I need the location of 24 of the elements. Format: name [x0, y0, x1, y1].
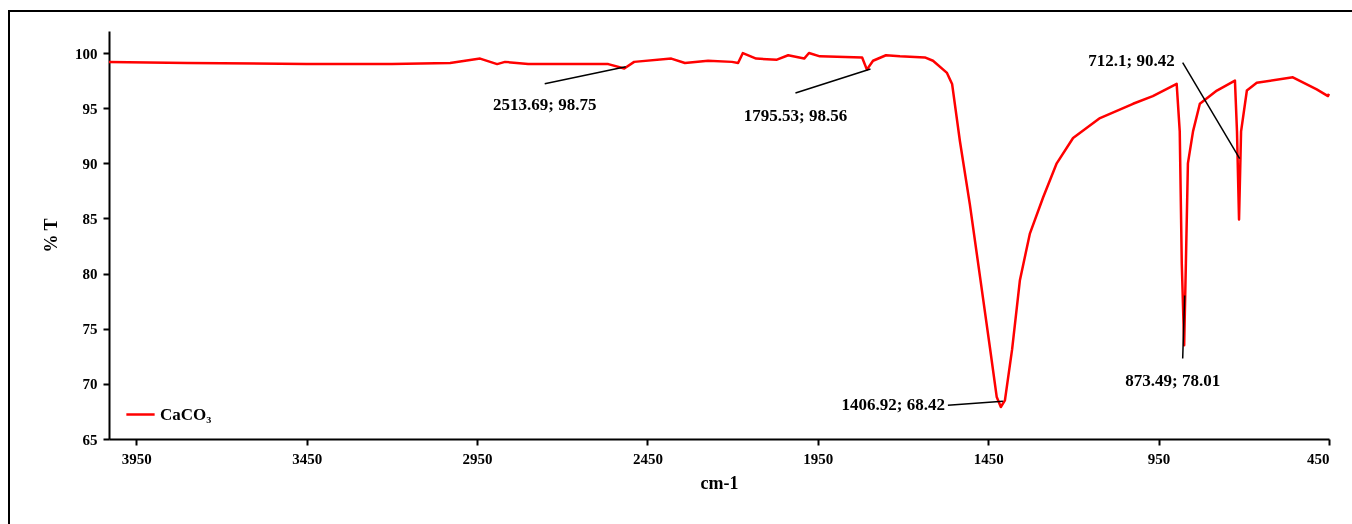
y-tick-label: 90 [82, 155, 98, 172]
x-tick-label: 450 [1307, 450, 1330, 467]
y-tick-label: 75 [82, 321, 98, 338]
x-tick-label: 1450 [973, 450, 1004, 467]
y-tick-label: 85 [82, 210, 98, 227]
annotation: 873.49; 78.01 [1125, 370, 1221, 390]
x-tick-label: 1950 [803, 450, 834, 467]
x-tick-label: 3450 [292, 450, 323, 467]
x-tick-label: 2950 [462, 450, 493, 467]
y-tick-label: 65 [82, 431, 98, 448]
x-axis-title: cm-1 [700, 472, 739, 493]
y-tick-label: 95 [82, 100, 98, 117]
y-tick-label: 80 [82, 266, 98, 283]
y-tick-label: 100 [75, 45, 98, 62]
y-tick-label: 70 [82, 376, 98, 393]
annotation: 712.1; 90.42 [1088, 50, 1175, 70]
annotation: 2513.69; 98.75 [493, 94, 597, 114]
annotation: 1406.92; 68.42 [841, 395, 945, 415]
annotation: 1795.53; 98.56 [743, 105, 848, 125]
x-tick-label: 2450 [632, 450, 663, 467]
y-axis-title: % T [41, 218, 61, 253]
legend-label: CaCO₃ [160, 404, 212, 424]
x-tick-label: 3950 [121, 450, 152, 467]
x-tick-label: 950 [1147, 450, 1171, 467]
